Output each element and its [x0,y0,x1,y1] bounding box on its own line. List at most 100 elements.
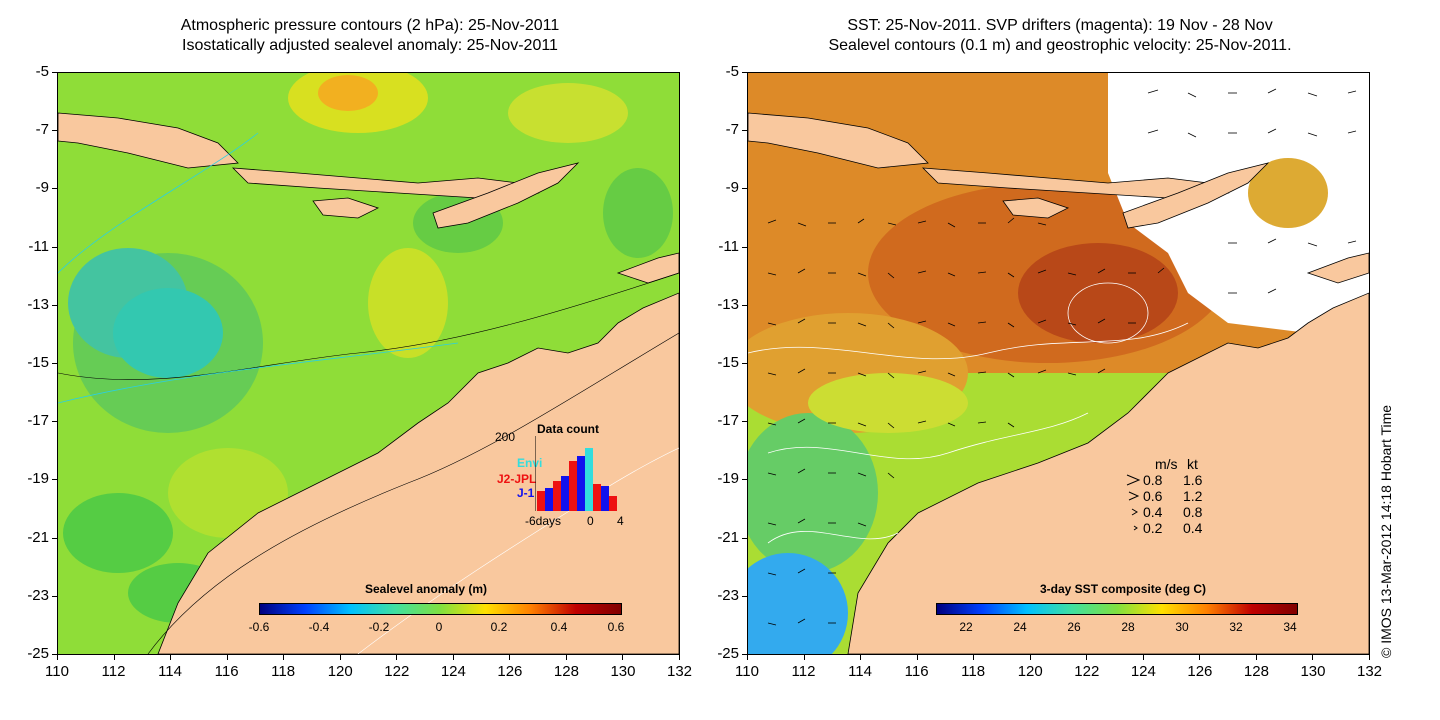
left-x-tick-mark [396,655,398,660]
right-x-tick-label: 126 [1187,663,1213,680]
left-y-tick-label: -23 [27,586,49,604]
right-y-tick-label: -11 [718,237,739,255]
left-x-tick-mark [509,655,511,660]
inset-x-label-zero: 0 [587,514,594,528]
velocity-arrows [767,88,1357,626]
right-colorbar-label: 3-day SST composite (deg C) [1040,582,1207,596]
right-x-tick-mark [1199,655,1201,660]
left-cbar-tick: 0.2 [490,620,508,634]
left-y-tick-mark [52,421,57,423]
right-x-tick-label: 128 [1243,663,1269,680]
right-y-tick-label: -21 [717,528,739,546]
left-y-tick-label: -25 [27,645,49,662]
right-x-tick-label: 120 [1017,663,1043,680]
left-x-tick-mark [679,655,680,660]
inset-title: Data count [537,422,600,436]
left-x-tick-mark [113,655,115,660]
right-y-tick-mark [742,654,747,655]
right-y-tick-mark [742,72,747,73]
right-x-tick-label: 112 [791,663,816,680]
left-y-tick-mark [52,72,57,73]
right-cbar-tick: 24 [1013,620,1027,634]
left-x-tick-label: 126 [497,663,523,680]
right-x-tick-mark [860,655,862,660]
right-x-tick-mark [1369,655,1370,660]
right-x-tick-mark [803,655,805,660]
left-map [57,72,680,655]
right-cbar-tick: 32 [1229,620,1243,634]
left-x-tick-mark [170,655,172,660]
right-x-tick-label: 110 [735,663,759,680]
left-x-tick-mark [57,655,58,660]
left-x-tick-label: 120 [327,663,353,680]
right-y-tick-label: -7 [725,121,739,139]
right-cbar-tick: 26 [1067,620,1081,634]
left-y-tick-label: -13 [27,295,49,313]
right-x-tick-mark [1142,655,1144,660]
inset-x-label-end: 4 [617,514,624,528]
left-x-tick-label: 110 [45,663,69,680]
left-cbar-tick: -0.6 [248,620,270,634]
left-y-tick-mark [52,537,57,539]
left-cbar-tick: 0 [435,620,443,634]
right-y-tick-mark [742,363,747,364]
left-title-line1: Atmospheric pressure contours (2 hPa): 2… [180,17,560,34]
right-y-tick-label: -15 [717,354,739,371]
left-y-tick-mark [52,130,57,132]
right-x-tick-label: 114 [848,663,872,680]
inset-legend-j2jpl: J2-JPL [497,472,537,486]
left-x-tick-label: 122 [384,663,410,680]
right-x-tick-mark [916,655,918,660]
left-y-tick-mark [52,595,57,597]
left-x-tick-label: 112 [101,663,126,680]
right-cbar-tick: 34 [1283,620,1297,634]
data-count-inset: Data count 200 Envi J2-JPL J-1 -6days 0 … [495,420,635,530]
legend-row-kt: 1.6 [1183,472,1203,488]
right-x-tick-label: 116 [904,663,929,680]
right-title-line1: SST: 25-Nov-2011. SVP drifters (magenta)… [847,17,1273,34]
right-cbar-tick: 28 [1121,620,1135,634]
legend-row-kt: 0.4 [1183,520,1203,536]
left-y-tick-mark [52,479,57,481]
legend-row-kt: 0.8 [1183,504,1203,520]
left-x-tick-label: 130 [610,663,636,680]
left-y-tick-label: -5 [35,63,49,80]
right-x-tick-label: 124 [1130,663,1156,680]
left-y-tick-mark [52,363,57,364]
left-x-tick-mark [452,655,454,660]
copyright-text: © IMOS 13-Mar-2012 14:18 Hobart Time [1378,404,1394,658]
right-y-tick-mark [742,188,747,190]
right-y-tick-mark [742,421,747,423]
right-y-tick-mark [742,304,747,306]
right-y-tick-label: -17 [717,412,739,430]
left-x-tick-label: 116 [214,663,239,680]
right-y-tick-label: -25 [717,645,739,662]
right-panel-title: SST: 25-Nov-2011. SVP drifters (magenta)… [750,16,1370,56]
right-y-tick-mark [742,130,747,132]
right-x-tick-label: 118 [961,663,986,680]
left-y-tick-mark [52,654,57,655]
right-x-tick-label: 132 [1357,663,1383,680]
right-x-tick-mark [973,655,975,660]
left-y-tick-label: -15 [27,354,49,371]
left-title-line2: Isostatically adjusted sealevel anomaly:… [182,37,558,54]
left-colorbar [259,603,622,615]
left-colorbar-label: Sealevel anomaly (m) [365,582,488,596]
legend-arrows [1126,474,1141,531]
left-x-tick-mark [283,655,285,660]
left-y-tick-mark [52,304,57,306]
right-x-tick-label: 130 [1300,663,1326,680]
left-x-tick-mark [565,655,567,660]
sst-map [748,73,1369,654]
right-x-tick-mark [1029,655,1031,660]
right-colorbar [936,603,1298,615]
left-x-tick-mark [339,655,341,660]
left-y-tick-mark [52,188,57,190]
left-y-tick-label: -11 [28,237,49,255]
inset-x-label-start: -6days [525,514,562,528]
legend-row-ms: 0.6 [1143,488,1163,504]
right-x-tick-mark [747,655,748,660]
right-y-tick-label: -13 [717,295,739,313]
right-x-tick-label: 122 [1074,663,1100,680]
legend-row-ms: 0.2 [1143,520,1163,536]
